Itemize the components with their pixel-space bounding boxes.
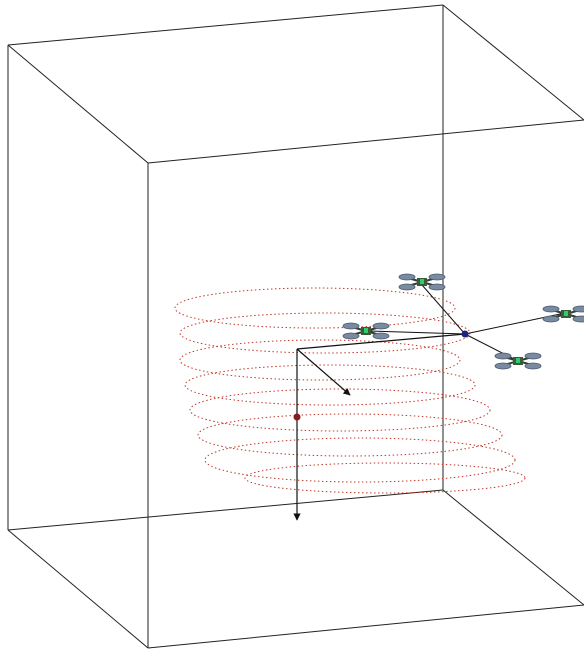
quadrotor-icon <box>542 305 584 323</box>
link-quadrotor-4 <box>367 330 466 335</box>
swarm-center-marker <box>461 330 469 338</box>
trajectory-loop <box>174 287 456 329</box>
reference-frame <box>293 333 466 521</box>
trajectory-loop <box>179 339 461 381</box>
box-bottom-left-connector <box>7 529 149 649</box>
trajectory <box>174 287 526 494</box>
trajectory-loop <box>189 388 491 432</box>
trajectory-loop <box>197 413 503 457</box>
box-front-top-edge <box>147 119 584 164</box>
box-back-bottom-edge <box>7 489 444 531</box>
workspace-box <box>7 4 584 649</box>
box-back-top-edge <box>7 4 444 46</box>
formation-links <box>367 284 566 362</box>
link-quadrotor-1 <box>421 284 466 335</box>
quadrotor-icon <box>398 273 446 291</box>
axis-x <box>296 333 466 350</box>
quadrotor-icon <box>494 352 542 370</box>
trajectory-loop <box>244 462 526 494</box>
box-top-left-connector <box>7 44 149 164</box>
axis-y <box>296 348 351 396</box>
trajectory-loop <box>204 437 516 483</box>
box-top-right-connector <box>442 4 584 121</box>
box-bottom-right-connector <box>442 489 584 606</box>
origin-marker <box>293 413 301 421</box>
box-front-bottom-edge <box>147 604 584 649</box>
trajectory-loop <box>184 364 476 406</box>
